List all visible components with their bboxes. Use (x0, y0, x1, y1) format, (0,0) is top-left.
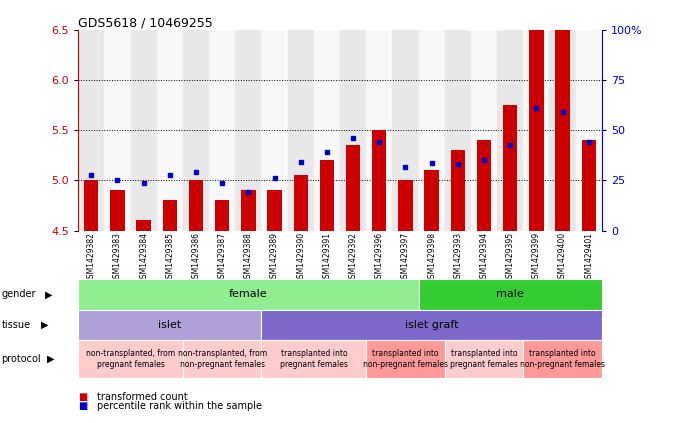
Bar (523, 30, 549, 231)
Text: ▶: ▶ (45, 289, 52, 299)
Bar (313, 30, 340, 231)
Bar (209, 30, 235, 231)
Bar (418, 30, 445, 231)
Text: islet: islet (158, 320, 182, 330)
Bar (424, 170, 439, 231)
Bar (131, 30, 156, 231)
Text: islet graft: islet graft (405, 320, 458, 330)
Bar (137, 220, 151, 231)
Bar (183, 30, 209, 231)
Bar (445, 30, 471, 231)
Bar (215, 201, 229, 231)
Bar (320, 160, 334, 231)
Text: ▶: ▶ (41, 320, 48, 330)
Bar (288, 30, 313, 231)
Bar (267, 190, 282, 231)
Bar (235, 30, 261, 231)
Bar (477, 140, 491, 231)
Text: male: male (496, 289, 524, 299)
Text: non-transplanted, from
non-pregnant females: non-transplanted, from non-pregnant fema… (177, 349, 267, 369)
Text: transformed count: transformed count (97, 392, 188, 402)
Bar (451, 150, 465, 231)
Text: non-transplanted, from
pregnant females: non-transplanted, from pregnant females (86, 349, 175, 369)
Bar (549, 30, 575, 231)
Text: protocol: protocol (1, 354, 41, 364)
Bar (156, 30, 183, 231)
Bar (398, 180, 413, 231)
Text: GDS5618 / 10469255: GDS5618 / 10469255 (78, 17, 213, 30)
Bar (372, 130, 386, 231)
Text: female: female (229, 289, 268, 299)
Bar (575, 30, 602, 231)
Bar (392, 30, 418, 231)
Bar (340, 30, 366, 231)
Bar (84, 180, 99, 231)
Bar (346, 145, 360, 231)
Text: transplanted into
non-pregnant females: transplanted into non-pregnant females (363, 349, 448, 369)
Bar (261, 30, 288, 231)
Bar (497, 30, 524, 231)
Bar (471, 30, 497, 231)
Bar (241, 190, 256, 231)
Text: transplanted into
non-pregnant females: transplanted into non-pregnant females (520, 349, 605, 369)
Text: tissue: tissue (1, 320, 31, 330)
Bar (78, 30, 105, 231)
Bar (503, 105, 517, 231)
Text: transplanted into
pregnant females: transplanted into pregnant females (280, 349, 347, 369)
Text: transplanted into
pregnant females: transplanted into pregnant females (450, 349, 518, 369)
Text: percentile rank within the sample: percentile rank within the sample (97, 401, 262, 411)
Bar (581, 140, 596, 231)
Text: gender: gender (1, 289, 36, 299)
Bar (366, 30, 392, 231)
Text: ■: ■ (78, 392, 88, 402)
Bar (163, 201, 177, 231)
Bar (529, 30, 543, 231)
Bar (556, 30, 570, 231)
Bar (110, 190, 124, 231)
Bar (189, 180, 203, 231)
Bar (105, 30, 131, 231)
Bar (294, 175, 308, 231)
Text: ■: ■ (78, 401, 88, 411)
Text: ▶: ▶ (47, 354, 54, 364)
